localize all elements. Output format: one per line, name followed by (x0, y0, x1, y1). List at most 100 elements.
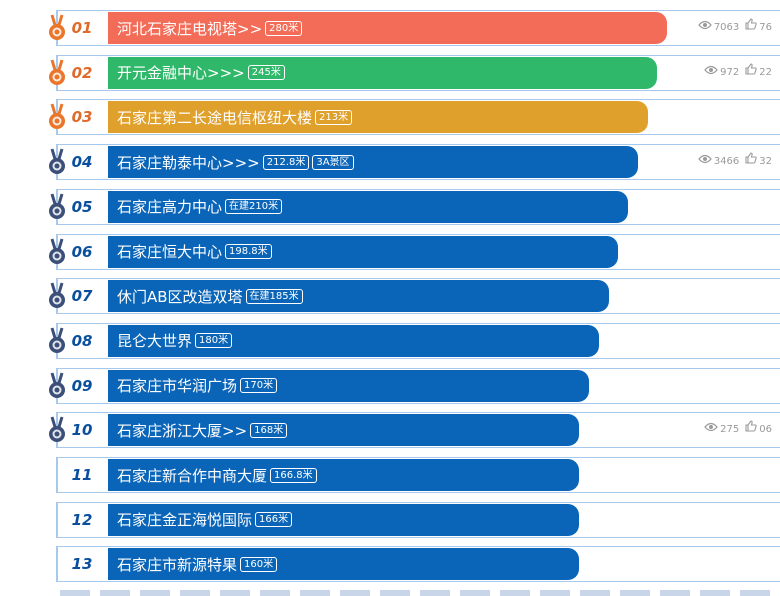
medal-icon (46, 282, 68, 310)
ranking-bar[interactable]: 石家庄金正海悦国际 166米 (108, 503, 579, 536)
medal-icon (46, 416, 68, 444)
list-item[interactable]: 10 石家庄浙江大厦>> 168米 275 06 (44, 412, 780, 449)
building-name: 河北石家庄电视塔>> (117, 19, 263, 38)
like-count: 32 (759, 156, 772, 168)
scenic-tag: 3A景区 (312, 154, 354, 170)
height-tag: 280米 (265, 20, 303, 36)
height-tag: 160米 (240, 556, 278, 572)
height-tag: 198.8米 (225, 244, 272, 259)
height-tag: 245米 (247, 65, 285, 81)
list-item[interactable]: 04 石家庄勒泰中心>>> 212.8米 3A景区 3466 32 (44, 144, 780, 181)
eye-icon (698, 144, 712, 180)
view-count: 3466 (713, 156, 740, 168)
row-frame (56, 501, 780, 538)
list-item[interactable]: 05 石家庄高力中心 在建210米 (44, 188, 780, 225)
medal-icon (46, 193, 68, 221)
thumbs-up-icon[interactable] (745, 55, 757, 91)
ranking-bar[interactable]: 石家庄浙江大厦>> 168米 (108, 414, 579, 447)
ranking-bar[interactable]: 石家庄市华润广场 170米 (108, 369, 589, 402)
height-tag: 166米 (255, 512, 293, 528)
list-item[interactable]: 02 开元金融中心>>> 245米 972 22 (44, 54, 780, 91)
rank-number: 06 (71, 242, 93, 261)
rank-number: 02 (71, 63, 93, 82)
thumbs-up-icon[interactable] (745, 412, 757, 448)
building-name: 石家庄恒大中心 (117, 243, 223, 261)
rank-number: 11 (71, 466, 93, 484)
rank-number: 03 (71, 108, 93, 127)
rank-number: 13 (71, 555, 93, 574)
building-name: 石家庄第二长途电信枢纽大楼 (117, 108, 313, 127)
view-count: 275 (720, 424, 740, 436)
list-item[interactable]: 01 河北石家庄电视塔>> 280米 7063 76 (44, 10, 780, 46)
list-item[interactable]: 09 石家庄市华润广场 170米 (44, 367, 780, 404)
row-stats: 3466 32 (692, 144, 772, 180)
height-tag: 213米 (315, 109, 353, 125)
height-tag: 168米 (250, 422, 288, 438)
list-item[interactable]: 07 休门AB区改造双塔 在建185米 (44, 278, 780, 315)
ranking-bar[interactable]: 石家庄恒大中心 198.8米 (108, 235, 618, 268)
thumbs-up-icon[interactable] (745, 10, 757, 46)
eye-icon (698, 10, 712, 46)
list-item[interactable]: 11 石家庄新合作中商大厦 166.8米 (44, 457, 780, 493)
ranking-bar[interactable]: 石家庄新合作中商大厦 166.8米 (108, 459, 579, 491)
height-tag: 212.8米 (262, 154, 310, 170)
height-tag: 170米 (240, 378, 278, 394)
building-name: 石家庄金正海悦国际 (117, 511, 253, 530)
view-count: 7063 (713, 22, 740, 33)
medal-icon (46, 148, 68, 176)
list-item[interactable]: 13 石家庄市新源特果 160米 (44, 546, 780, 583)
medal-icon (46, 372, 68, 400)
eye-icon (704, 55, 718, 91)
building-name: 昆仑大世界 (117, 332, 193, 351)
height-tag: 166.8米 (270, 467, 317, 483)
rank-number: 01 (71, 19, 93, 37)
list-item[interactable]: 03 石家庄第二长途电信枢纽大楼 213米 (44, 99, 780, 136)
building-name: 石家庄浙江大厦>> (117, 421, 248, 440)
rank-number: 10 (71, 421, 93, 440)
list-item[interactable]: 06 石家庄恒大中心 198.8米 (44, 233, 780, 270)
building-name: 开元金融中心>>> (117, 64, 245, 83)
view-count: 972 (720, 66, 740, 78)
ranking-bar[interactable]: 石家庄市新源特果 160米 (108, 548, 579, 581)
medal-icon (46, 238, 68, 266)
building-name: 石家庄高力中心 (117, 198, 223, 217)
ranking-bar[interactable]: 石家庄勒泰中心>>> 212.8米 3A景区 (108, 146, 638, 179)
height-tag: 180米 (195, 333, 233, 349)
rank-number: 12 (71, 510, 93, 529)
building-name: 石家庄市华润广场 (117, 377, 238, 396)
building-name: 石家庄市新源特果 (117, 555, 238, 574)
row-stats: 7063 76 (692, 10, 772, 46)
height-tag: 在建210米 (225, 199, 283, 215)
rank-number: 09 (71, 376, 93, 395)
ranking-bar[interactable]: 休门AB区改造双塔 在建185米 (108, 280, 609, 313)
building-name: 休门AB区改造双塔 (117, 287, 243, 306)
next-row-edge (60, 590, 780, 596)
rank-number: 05 (71, 197, 93, 216)
list-item[interactable]: 12 石家庄金正海悦国际 166米 (44, 501, 780, 538)
rank-number: 07 (71, 287, 93, 306)
ranking-bar[interactable]: 石家庄第二长途电信枢纽大楼 213米 (108, 101, 648, 134)
thumbs-up-icon[interactable] (745, 144, 757, 180)
building-name: 石家庄新合作中商大厦 (117, 466, 268, 485)
row-frame (56, 546, 780, 583)
ranking-bar[interactable]: 石家庄高力中心 在建210米 (108, 190, 628, 223)
medal-icon (46, 59, 68, 87)
row-frame (56, 457, 780, 493)
list-item[interactable]: 08 昆仑大世界 180米 (44, 322, 780, 359)
row-stats: 972 22 (698, 55, 772, 91)
ranking-bar[interactable]: 昆仑大世界 180米 (108, 324, 599, 357)
medal-icon (46, 103, 68, 131)
like-count: 22 (759, 66, 772, 78)
medal-icon (46, 327, 68, 355)
rank-number: 08 (71, 331, 93, 350)
ranking-bar[interactable]: 开元金融中心>>> 245米 (108, 56, 657, 89)
ranking-bar[interactable]: 河北石家庄电视塔>> 280米 (108, 12, 667, 44)
rank-number: 04 (71, 153, 93, 172)
eye-icon (704, 412, 718, 448)
like-count: 06 (759, 424, 772, 436)
building-name: 石家庄勒泰中心>>> (117, 153, 260, 172)
row-stats: 275 06 (698, 412, 772, 448)
like-count: 76 (759, 22, 772, 33)
height-tag: 在建185米 (245, 288, 303, 304)
